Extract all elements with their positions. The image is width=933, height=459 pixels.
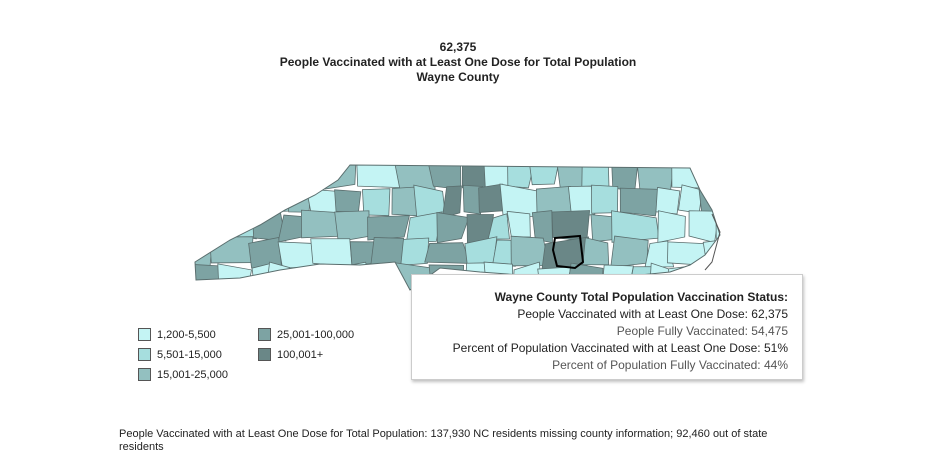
- county[interactable]: [657, 210, 686, 243]
- county[interactable]: [334, 210, 370, 243]
- county[interactable]: [507, 162, 535, 189]
- county[interactable]: [242, 184, 272, 215]
- tooltip-title: Wayne County Total Population Vaccinatio…: [494, 290, 788, 304]
- legend-label: 25,001-100,000: [277, 328, 355, 341]
- county[interactable]: [186, 183, 216, 215]
- legend-item: 5,501-15,000: [138, 348, 222, 361]
- county[interactable]: [310, 238, 353, 267]
- legend-swatch: [138, 348, 151, 361]
- county[interactable]: [248, 237, 282, 269]
- county[interactable]: [581, 159, 610, 190]
- county[interactable]: [506, 210, 531, 238]
- county[interactable]: [619, 187, 661, 217]
- county[interactable]: [424, 242, 471, 264]
- header-value: 62,375: [439, 40, 477, 54]
- tooltip: Wayne County Total Population Vaccinatio…: [411, 274, 803, 380]
- legend-label: 100,001+: [277, 348, 324, 361]
- county[interactable]: [702, 237, 740, 268]
- legend-swatch: [138, 328, 151, 341]
- tooltip-line: People Vaccinated with at Least One Dose…: [517, 307, 788, 321]
- county[interactable]: [366, 264, 395, 295]
- county[interactable]: [209, 236, 254, 264]
- county[interactable]: [277, 214, 305, 243]
- county[interactable]: [436, 212, 470, 244]
- county[interactable]: [610, 235, 649, 268]
- county[interactable]: [709, 158, 741, 190]
- county[interactable]: [289, 265, 335, 296]
- county[interactable]: [265, 261, 291, 295]
- header-title: People Vaccinated with at Least One Dose…: [279, 55, 637, 69]
- county[interactable]: [295, 159, 328, 190]
- legend-label: 5,501-15,000: [157, 348, 222, 361]
- county[interactable]: [190, 159, 220, 190]
- county[interactable]: [688, 210, 720, 244]
- legend-label: 15,001-25,000: [157, 368, 228, 381]
- county[interactable]: [591, 184, 619, 214]
- legend-label: 1,200-5,500: [157, 328, 216, 341]
- header-county: Wayne County: [416, 70, 500, 84]
- county[interactable]: [330, 261, 374, 290]
- legend-swatch: [138, 368, 151, 381]
- legend-item: 1,200-5,500: [138, 328, 216, 341]
- county[interactable]: [528, 159, 560, 186]
- legend-item: 15,001-25,000: [138, 368, 228, 381]
- county[interactable]: [582, 237, 610, 266]
- county[interactable]: [215, 162, 242, 190]
- county[interactable]: [367, 215, 410, 241]
- county[interactable]: [239, 159, 270, 193]
- county[interactable]: [637, 161, 675, 192]
- county[interactable]: [405, 211, 443, 243]
- county[interactable]: [715, 213, 741, 243]
- county[interactable]: [667, 241, 708, 266]
- tooltip-line: People Fully Vaccinated: 54,475: [616, 324, 788, 338]
- legend-item: 25,001-100,000: [258, 328, 354, 341]
- county[interactable]: [487, 213, 510, 240]
- county[interactable]: [334, 189, 362, 214]
- county[interactable]: [655, 186, 681, 215]
- tooltip-line: Percent of Population Vaccinated with at…: [452, 341, 788, 355]
- footnote: People Vaccinated with at Least One Dose…: [119, 428, 768, 453]
- county[interactable]: [478, 183, 505, 213]
- tooltip-line: Percent of Population Fully Vaccinated: …: [552, 358, 788, 372]
- county[interactable]: [441, 185, 462, 219]
- county[interactable]: [322, 159, 357, 190]
- county[interactable]: [209, 189, 246, 214]
- county[interactable]: [262, 159, 303, 189]
- legend-item: 100,001+: [258, 348, 323, 361]
- coast-island: [704, 213, 721, 271]
- legend-swatch: [258, 328, 271, 341]
- county[interactable]: [492, 239, 516, 267]
- selected-county[interactable]: [551, 234, 585, 270]
- legend-swatch: [258, 348, 271, 361]
- county[interactable]: [644, 240, 675, 268]
- county[interactable]: [192, 211, 229, 244]
- county[interactable]: [567, 185, 596, 218]
- county[interactable]: [400, 237, 430, 266]
- county[interactable]: [362, 188, 391, 217]
